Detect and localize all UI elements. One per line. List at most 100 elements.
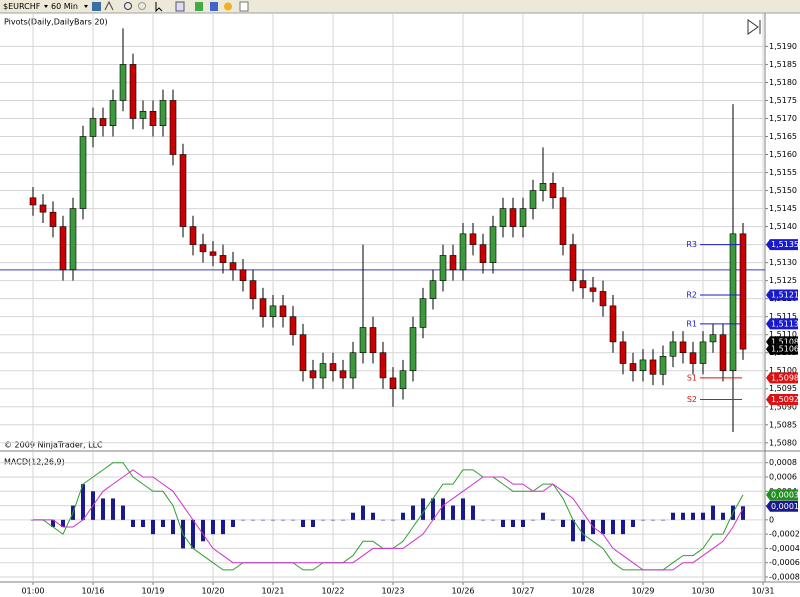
candle-body bbox=[699, 341, 707, 364]
toolbar-icons bbox=[92, 0, 249, 13]
y-tick-label: -0,0004 bbox=[769, 544, 800, 553]
data-box-button[interactable] bbox=[239, 1, 249, 12]
value-tag bbox=[766, 394, 798, 406]
zoom-out-button[interactable] bbox=[138, 2, 146, 10]
y-tick-label: -0,0002 bbox=[769, 530, 800, 539]
histogram-bar bbox=[441, 498, 445, 520]
x-tick-label: 10/16 bbox=[81, 587, 104, 596]
candle-body bbox=[459, 233, 467, 271]
value-tag bbox=[766, 239, 798, 251]
candle-body bbox=[269, 305, 277, 317]
zoom-in-button[interactable] bbox=[124, 2, 132, 10]
y-tick-label: 1,5190 bbox=[769, 42, 797, 51]
x-tick-label: 10/21 bbox=[261, 587, 284, 596]
strategy-button[interactable] bbox=[195, 2, 203, 11]
y-tick-label: 1,5130 bbox=[769, 258, 797, 267]
histogram-bar bbox=[401, 512, 405, 520]
candle-body bbox=[159, 100, 167, 127]
histogram-bar bbox=[661, 519, 665, 521]
pivot-name: R3 bbox=[686, 240, 697, 249]
candle-body bbox=[539, 183, 547, 191]
candle-body bbox=[229, 262, 237, 271]
histogram-bar bbox=[631, 519, 635, 527]
candle-body bbox=[169, 100, 177, 155]
histogram-bar bbox=[201, 519, 205, 542]
histogram-bar bbox=[511, 519, 515, 527]
histogram-bar bbox=[741, 506, 745, 520]
candle-body bbox=[689, 352, 697, 364]
histogram-bar bbox=[561, 519, 565, 527]
histogram-bar bbox=[581, 519, 585, 542]
histogram-bar bbox=[291, 519, 295, 521]
candle-body bbox=[139, 110, 147, 119]
value-tag-label: 1,5135 bbox=[771, 240, 799, 249]
histogram-bar bbox=[711, 505, 715, 520]
histogram-bar bbox=[371, 512, 375, 520]
pivot-name: R2 bbox=[686, 291, 697, 300]
histogram-bar bbox=[51, 519, 55, 527]
value-tag bbox=[766, 372, 798, 384]
cursor-button[interactable] bbox=[155, 2, 163, 13]
scroll-to-end-button[interactable] bbox=[747, 19, 761, 35]
histogram-bar bbox=[721, 512, 725, 520]
candle-body bbox=[199, 244, 207, 253]
alert-button[interactable] bbox=[224, 2, 232, 11]
instrument-selector[interactable]: $EURCHF bbox=[3, 2, 41, 11]
draw-button[interactable] bbox=[104, 0, 114, 11]
candle-body bbox=[399, 370, 407, 390]
histogram-bar bbox=[671, 512, 675, 520]
candle-body bbox=[79, 136, 87, 209]
candle-body bbox=[679, 341, 687, 354]
candle-body bbox=[729, 233, 737, 372]
value-tag-label: 1,5108 bbox=[771, 337, 799, 346]
histogram-bar bbox=[151, 519, 155, 535]
candle-body bbox=[569, 244, 577, 281]
properties-button[interactable] bbox=[175, 1, 185, 12]
histogram-bar bbox=[701, 512, 705, 520]
candle-body bbox=[419, 298, 427, 328]
x-tick-label: 10/26 bbox=[451, 587, 474, 596]
candle-body bbox=[239, 269, 247, 281]
histogram-bar bbox=[681, 512, 685, 520]
histogram-bar bbox=[481, 519, 485, 521]
y-tick-label: 0,0008 bbox=[769, 458, 797, 467]
candle-body bbox=[439, 255, 447, 281]
dropdown-arrow[interactable] bbox=[44, 5, 48, 8]
candle-body bbox=[739, 233, 747, 350]
candle-body bbox=[379, 352, 387, 379]
histogram-bar bbox=[381, 519, 385, 521]
histogram-bar bbox=[131, 519, 135, 527]
candle-body bbox=[519, 208, 527, 227]
value-tag-label: 1,5106 bbox=[771, 345, 799, 354]
y-tick-label: 0 bbox=[769, 515, 774, 524]
candle-body bbox=[309, 370, 317, 379]
x-tick-label: 01:00 bbox=[21, 587, 44, 596]
indicator-button[interactable] bbox=[210, 2, 218, 11]
histogram-bar bbox=[281, 519, 285, 521]
interval-selector[interactable]: 60 Min bbox=[51, 2, 78, 11]
y-tick-label: 0,0006 bbox=[769, 473, 797, 482]
histogram-bar bbox=[551, 519, 555, 521]
value-tag bbox=[766, 500, 798, 512]
x-tick-label: 10/22 bbox=[321, 587, 344, 596]
y-tick-label: 1,5180 bbox=[769, 78, 797, 87]
candle-body bbox=[39, 204, 47, 213]
histogram-bar bbox=[231, 519, 235, 527]
candle-body bbox=[579, 280, 587, 289]
x-tick-label: 10/31 bbox=[751, 587, 774, 596]
x-tick-label: 10/23 bbox=[381, 587, 404, 596]
candle-body bbox=[109, 100, 117, 127]
histogram-bar bbox=[221, 519, 225, 535]
histogram-bar bbox=[521, 519, 525, 527]
histogram-bar bbox=[351, 512, 355, 520]
candle-body bbox=[509, 208, 517, 227]
candle-body bbox=[219, 255, 227, 263]
x-tick-label: 10/30 bbox=[691, 587, 714, 596]
dropdown-arrow[interactable] bbox=[84, 5, 88, 8]
x-tick-label: 10/29 bbox=[631, 587, 654, 596]
bar-type-button[interactable] bbox=[92, 2, 101, 11]
candle-body bbox=[709, 334, 717, 343]
candle-body bbox=[339, 370, 347, 379]
y-tick-label: -0,0006 bbox=[769, 558, 800, 567]
